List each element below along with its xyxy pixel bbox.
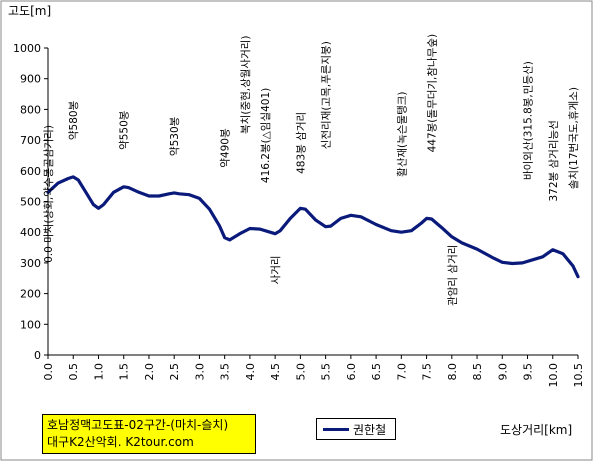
- point-annotation: 신전리재(고목,푸른지붕): [321, 41, 333, 149]
- y-tick-label: 300: [20, 257, 41, 270]
- point-annotation: 약550봉: [119, 110, 131, 150]
- x-tick-label: 3.0: [193, 363, 206, 381]
- legend: 권한철: [316, 418, 396, 440]
- y-tick-label: 1000: [13, 42, 41, 55]
- x-tick-label: 5.5: [320, 363, 333, 381]
- x-tick-label: 9.5: [522, 363, 535, 381]
- point-annotation: 사거리: [270, 255, 282, 284]
- x-tick-label: 0.5: [67, 363, 80, 381]
- point-annotation: 바이외산(315.8봉,민등산): [523, 61, 535, 180]
- y-axis-title: 고도[m]: [8, 4, 52, 18]
- y-tick-label: 400: [20, 226, 41, 239]
- point-annotation: 솔치(17번국도,휴게소): [568, 87, 580, 189]
- y-tick-label: 700: [20, 134, 41, 147]
- axes-layer: 0 100 200 300 400 500 600 700 800 900 1000 0.0 0.5 1.…: [13, 42, 585, 388]
- legend-swatch: [323, 427, 349, 431]
- x-tick-label: 1.0: [92, 363, 105, 381]
- x-tick-label: 5.0: [294, 363, 307, 381]
- caption-title: 호남정맥고도표-02구간-(마치-슬치): [47, 418, 229, 432]
- caption-credit: 대구K2산악회. K2tour.com: [47, 435, 194, 449]
- x-tick-label: 4.5: [269, 363, 282, 381]
- series-line: [46, 175, 580, 279]
- point-annotation: 483봉 삼거리: [295, 112, 307, 174]
- y-tick-label: 0: [34, 349, 41, 362]
- x-tick-label: 3.5: [219, 363, 232, 381]
- point-annotation: 약580봉: [68, 100, 80, 140]
- x-tick-label: 2.0: [143, 363, 156, 381]
- point-annotation: 활산재(녹슨물탱크): [395, 91, 408, 176]
- x-tick-label: 9.0: [496, 363, 509, 381]
- x-axis-title: 도상거리[km]: [500, 423, 573, 437]
- point-annotation: 416.2봉(△임실401): [259, 88, 272, 183]
- y-tick-label: 900: [20, 73, 41, 86]
- y-tick-label: 500: [20, 196, 41, 209]
- x-tick-label: 2.5: [168, 363, 181, 381]
- series-layer: [46, 175, 580, 279]
- legend-label: 권한철: [353, 422, 387, 437]
- x-tick-label: 8.5: [471, 363, 484, 381]
- y-tick-label: 800: [20, 103, 41, 116]
- x-tick-label: 10.0: [547, 363, 560, 388]
- y-tick-label: 600: [20, 165, 41, 178]
- annotation-layer: 0.0 마치(상회,약수동골삼거리) 약580봉 약550봉 약530봉 약490봉 복치…: [43, 34, 580, 306]
- x-tick-label: 4.0: [244, 363, 257, 381]
- chart-caption-box: 호남정맥고도표-02구간-(마치-슬치) 대구K2산악회. K2tour.com: [42, 414, 256, 454]
- y-tick-label: 200: [20, 288, 41, 301]
- y-tick-label: 100: [20, 318, 41, 331]
- x-tick-label: 6.5: [370, 363, 383, 381]
- point-annotation: 약530봉: [169, 116, 181, 156]
- point-annotation: 372봉 삼거리능선: [548, 120, 560, 201]
- point-annotation: 447봉(돌무더기,참나무숲): [427, 34, 439, 153]
- x-tick-label: 7.0: [395, 363, 408, 381]
- x-tick-label: 7.5: [421, 363, 434, 381]
- point-annotation: 약490봉: [220, 128, 232, 168]
- x-tick-label: 8.0: [446, 363, 459, 381]
- x-tick-label: 0.0: [42, 363, 55, 381]
- x-tick-label: 10.5: [572, 363, 585, 388]
- point-annotation: 관암리 삼거리: [447, 245, 459, 306]
- x-tick-label: 1.5: [118, 363, 131, 381]
- point-annotation: 복치(중현,상월사거리): [240, 35, 252, 133]
- point-annotation: 0.0 마치(상회,약수동골삼거리): [43, 125, 55, 263]
- x-tick-label: 6.0: [345, 363, 358, 381]
